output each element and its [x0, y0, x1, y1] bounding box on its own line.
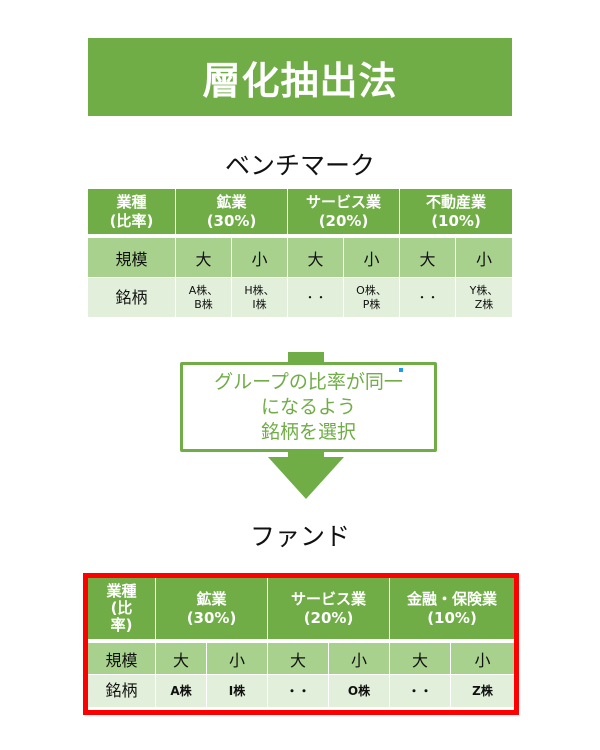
- size-cell: 大: [176, 237, 232, 277]
- fund-table: 業種 (比 率) 鉱業 (30%) サービス業 (20%) 金融・保険業 (10%) 規模…: [88, 578, 515, 707]
- fund-heading: ファンド: [249, 522, 350, 551]
- sector-ratio: (10%): [431, 211, 481, 230]
- sector-ratio: (20%): [318, 211, 369, 230]
- stock-line: A株、: [188, 283, 219, 297]
- sector-header-cell: 不動産業 (10%): [400, 189, 513, 234]
- page-title: 層化抽出法: [202, 58, 398, 103]
- sector-header-cell: 鉱業 (30%): [176, 189, 288, 234]
- callout-line: 銘柄を選択: [260, 420, 356, 443]
- sector-header-cell: 金融・保険業 (10%): [390, 578, 515, 639]
- sector-header-cell: サービス業 (20%): [268, 578, 391, 639]
- stock-cell: O株、 P株: [344, 277, 401, 317]
- size-label: 規模: [88, 237, 176, 277]
- stock-line: O株、: [356, 283, 387, 297]
- stock-cell: O株: [329, 674, 391, 707]
- stock-cell: Y株、 Z株: [456, 277, 513, 317]
- sector-header-cell: 鉱業 (30%): [156, 578, 268, 639]
- stock-cell: Z株: [451, 674, 515, 707]
- size-cell: 小: [451, 642, 515, 674]
- stock-line: Y株、: [469, 283, 499, 297]
- size-cell: 大: [156, 642, 207, 674]
- stock-cell: I株: [207, 674, 268, 707]
- size-row: 規模 大 小 大 小 大 小: [88, 642, 515, 674]
- size-cell: 小: [456, 237, 513, 277]
- sector-name: 鉱業: [196, 589, 227, 608]
- size-cell: 大: [288, 237, 344, 277]
- size-cell: 小: [232, 237, 288, 277]
- header-label-line: 率): [110, 616, 133, 634]
- size-cell: 大: [400, 237, 457, 277]
- callout-line: グループの比率が同一: [214, 370, 403, 393]
- stock-row: 銘柄 A株 I株 ・・ O株 ・・ Z株: [88, 674, 515, 707]
- header-label-line: (比率): [109, 211, 154, 230]
- stock-cell: A株: [156, 674, 207, 707]
- stock-cell: ・・: [268, 674, 329, 707]
- size-row: 規模 大 小 大 小 大 小: [88, 237, 513, 277]
- stock-cell: ・・: [400, 277, 457, 317]
- sector-ratio: (20%): [303, 608, 354, 627]
- stock-label: 銘柄: [88, 674, 156, 707]
- size-cell: 小: [329, 642, 391, 674]
- stock-line: H株、: [244, 283, 275, 297]
- selection-callout: グループの比率が同一 になるよう 銘柄を選択: [180, 362, 437, 452]
- row-gap: [88, 234, 513, 237]
- sector-header-cell: サービス業 (20%): [288, 189, 401, 234]
- sector-name: サービス業: [291, 589, 367, 608]
- header-label-cell: 業種(比率): [88, 578, 156, 639]
- stock-label: 銘柄: [88, 277, 176, 317]
- benchmark-heading: ベンチマーク: [224, 151, 375, 180]
- size-label: 規模: [88, 642, 156, 674]
- page-title-banner: 層化抽出法: [88, 38, 512, 116]
- stock-line: P株: [362, 297, 381, 311]
- stock-cell: H株、 I株: [232, 277, 288, 317]
- header-label-line: 業種: [116, 192, 147, 211]
- sector-ratio: (30%): [206, 211, 257, 230]
- size-cell: 小: [207, 642, 268, 674]
- header-label-cell: 業種(比率): [88, 189, 176, 234]
- sector-name: 鉱業: [216, 192, 247, 211]
- sector-ratio: (10%): [427, 608, 477, 627]
- sector-name: サービス業: [306, 192, 382, 211]
- stock-line: Z株: [474, 297, 494, 311]
- stock-line: B株: [194, 297, 213, 311]
- stock-cell: A株、 B株: [176, 277, 232, 317]
- selection-handle: [399, 368, 403, 372]
- fund-highlight-frame: 業種 (比 率) 鉱業 (30%) サービス業 (20%) 金融・保険業 (10%) 規模…: [83, 573, 519, 715]
- stock-line: I株: [252, 297, 267, 311]
- size-cell: 大: [268, 642, 329, 674]
- sector-name: 金融・保険業: [407, 589, 498, 608]
- stock-row: 銘柄 A株、 B株 H株、 I株 ・・ O株、 P株 ・・ Y株、 Z株: [88, 277, 513, 317]
- stock-line: ・・: [304, 290, 327, 304]
- callout-line: になるよう: [260, 395, 356, 418]
- stock-cell: ・・: [390, 674, 452, 707]
- table-header-row: 業種 (比率) 鉱業 (30%) サービス業 (20%) 不動産業 (10%): [88, 189, 513, 234]
- size-cell: 大: [390, 642, 452, 674]
- stock-line: ・・: [416, 290, 439, 304]
- row-gap: [88, 639, 515, 642]
- stock-cell: ・・: [288, 277, 344, 317]
- sector-ratio: (30%): [186, 608, 237, 627]
- table-header-row: 業種 (比 率) 鉱業 (30%) サービス業 (20%) 金融・保険業 (10%): [88, 578, 515, 639]
- benchmark-table: 業種 (比率) 鉱業 (30%) サービス業 (20%) 不動産業 (10%) 規模 大…: [88, 189, 513, 317]
- header-label-line: 業種: [106, 582, 137, 600]
- size-cell: 小: [344, 237, 401, 277]
- sector-name: 不動産業: [426, 192, 487, 211]
- header-label-line: (比: [110, 599, 133, 617]
- down-arrow-icon: [268, 457, 344, 499]
